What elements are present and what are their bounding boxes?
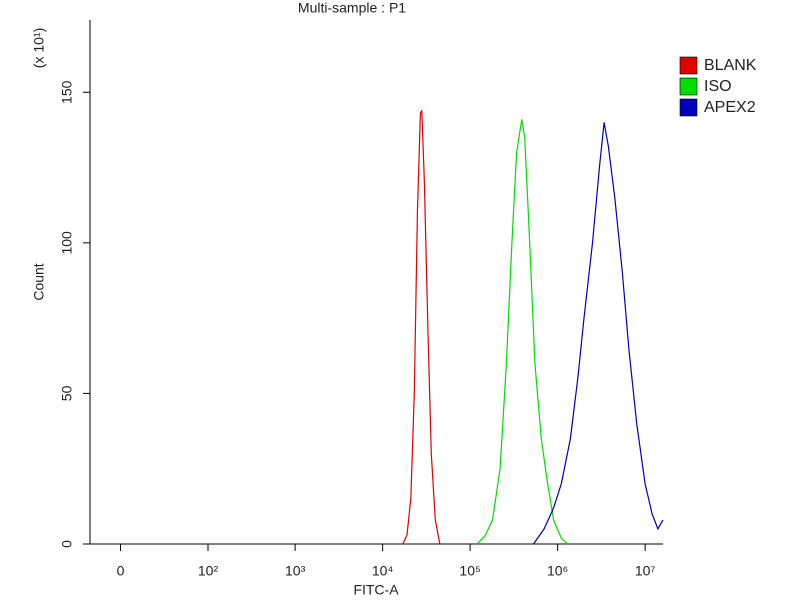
histogram-line	[402, 110, 441, 545]
chart-title: Multi-sample : P1	[298, 0, 406, 16]
legend-label: APEX2	[704, 99, 756, 116]
x-tick-label: 10³	[285, 563, 306, 579]
y-axis-label: Count	[31, 263, 47, 300]
legend-swatch	[679, 56, 698, 75]
legend-swatch	[679, 77, 698, 96]
y-multiplier: (x 10¹)	[31, 28, 47, 68]
legend-label: ISO	[704, 78, 732, 95]
x-axis-label: FITC-A	[353, 582, 399, 598]
y-tick-label: 100	[59, 231, 75, 255]
legend-label: BLANK	[704, 57, 757, 74]
legend-swatch	[679, 98, 698, 117]
x-tick-label: 10⁴	[372, 563, 394, 579]
y-tick-label: 0	[59, 540, 75, 548]
x-tick-label: 0	[117, 563, 125, 579]
y-tick-label: 50	[59, 385, 75, 401]
x-tick-label: 10⁵	[459, 563, 480, 579]
histogram-line	[476, 119, 569, 545]
x-tick-label: 10⁷	[635, 563, 656, 579]
histogram-line	[533, 122, 664, 545]
x-tick-label: 10⁶	[547, 563, 568, 579]
y-tick-label: 150	[59, 80, 75, 104]
x-tick-label: 10²	[198, 563, 219, 579]
